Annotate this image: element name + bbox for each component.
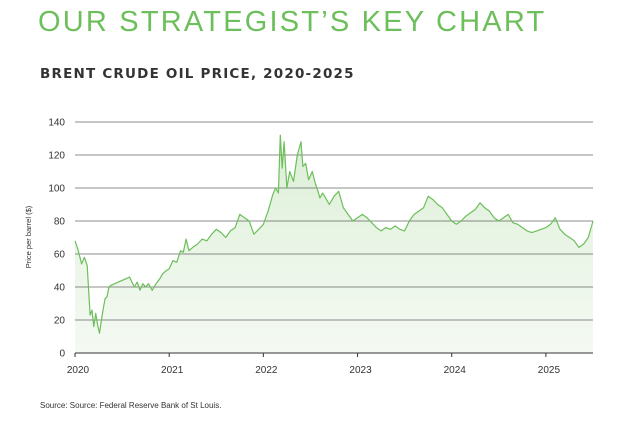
- x-tick-label: 2023: [349, 365, 372, 376]
- x-tick-label: 2020: [67, 365, 90, 376]
- y-tick-label: 80: [54, 217, 66, 228]
- price-area-fill: [75, 135, 593, 353]
- y-tick-label: 100: [48, 184, 65, 195]
- y-tick-label: 60: [54, 250, 66, 261]
- y-tick-label: 20: [54, 316, 66, 327]
- price-line: [74, 134, 594, 334]
- y-axis-ticks: 0 20 40 60 80 100 120 140: [48, 118, 65, 360]
- x-tick-label: 2024: [444, 365, 467, 376]
- x-tick-label: 2022: [255, 365, 278, 376]
- x-axis-ticks: 2020 2021 2022 2023 2024 2025: [67, 353, 561, 376]
- x-tick-label: 2021: [161, 365, 184, 376]
- chart-title: BRENT CRUDE OIL PRICE, 2020-2025: [40, 66, 355, 82]
- y-tick-label: 120: [48, 151, 65, 162]
- y-tick-label: 140: [48, 118, 65, 129]
- y-axis-label: Price per barrel ($): [24, 205, 33, 268]
- grid-lines: [75, 121, 593, 354]
- y-tick-label: 0: [59, 349, 65, 360]
- y-tick-label: 40: [54, 283, 66, 294]
- page-headline: OUR STRATEGIST’S KEY CHART: [38, 6, 547, 38]
- source-note: Source: Source: Federal Reserve Bank of …: [40, 401, 222, 410]
- x-tick-label: 2025: [538, 365, 561, 376]
